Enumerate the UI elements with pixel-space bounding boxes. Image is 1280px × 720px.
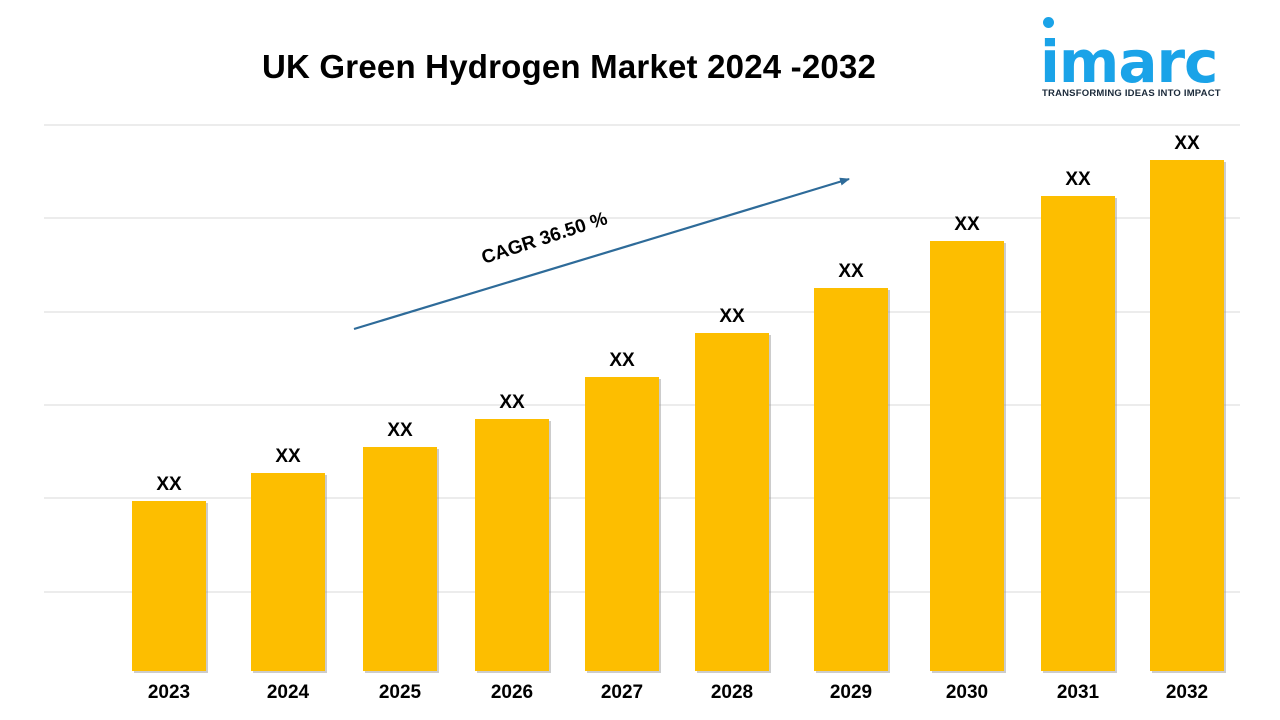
data-label-2023: XX — [156, 474, 182, 495]
x-tick-2032: 2032 — [1166, 682, 1208, 703]
bar-2027 — [585, 377, 659, 671]
data-label-2031: XX — [1065, 169, 1091, 190]
data-label-2025: XX — [387, 420, 413, 441]
bar-2024 — [251, 473, 325, 671]
data-label-2024: XX — [275, 446, 301, 467]
bar-2029 — [814, 288, 888, 671]
logo-tagline: TRANSFORMING IDEAS INTO IMPACT — [1042, 88, 1221, 99]
data-label-2028: XX — [719, 306, 745, 327]
bar-2023 — [132, 501, 206, 671]
x-tick-2028: 2028 — [711, 682, 753, 703]
bar-2028 — [695, 333, 769, 671]
logo-dot-icon — [1043, 17, 1054, 28]
cagr-label: CAGR 36.50 % — [479, 208, 610, 268]
x-axis-ticks: 2023 2024 2025 2026 2027 2028 2029 2030 2031 2032 — [148, 682, 1208, 703]
data-labels: XX XX XX XX XX XX XX XX XX XX — [156, 133, 1200, 495]
x-tick-2024: 2024 — [267, 682, 310, 703]
imarc-logo: imarc TRANSFORMING IDEAS INTO IMPACT — [1040, 14, 1240, 104]
bar-2025 — [363, 447, 437, 671]
logo-wordmark: imarc — [1040, 28, 1218, 96]
data-label-2027: XX — [609, 350, 635, 371]
bar-2030 — [930, 241, 1004, 671]
data-label-2026: XX — [499, 392, 525, 413]
cagr-arrow — [353, 177, 850, 331]
x-tick-2026: 2026 — [491, 682, 533, 703]
data-label-2030: XX — [954, 214, 980, 235]
x-tick-2030: 2030 — [946, 682, 988, 703]
bar-2032 — [1150, 160, 1224, 671]
chart-title: UK Green Hydrogen Market 2024 -2032 — [262, 48, 877, 85]
x-tick-2031: 2031 — [1057, 682, 1100, 703]
x-tick-2023: 2023 — [148, 682, 190, 703]
cagr-annotation: CAGR 36.50 % — [353, 177, 850, 331]
data-label-2029: XX — [838, 261, 864, 282]
bars — [132, 160, 1226, 673]
x-tick-2027: 2027 — [601, 682, 643, 703]
data-label-2032: XX — [1174, 133, 1200, 154]
bar-2031 — [1041, 196, 1115, 671]
x-tick-2025: 2025 — [379, 682, 422, 703]
bar-2026 — [475, 419, 549, 671]
x-tick-2029: 2029 — [830, 682, 872, 703]
